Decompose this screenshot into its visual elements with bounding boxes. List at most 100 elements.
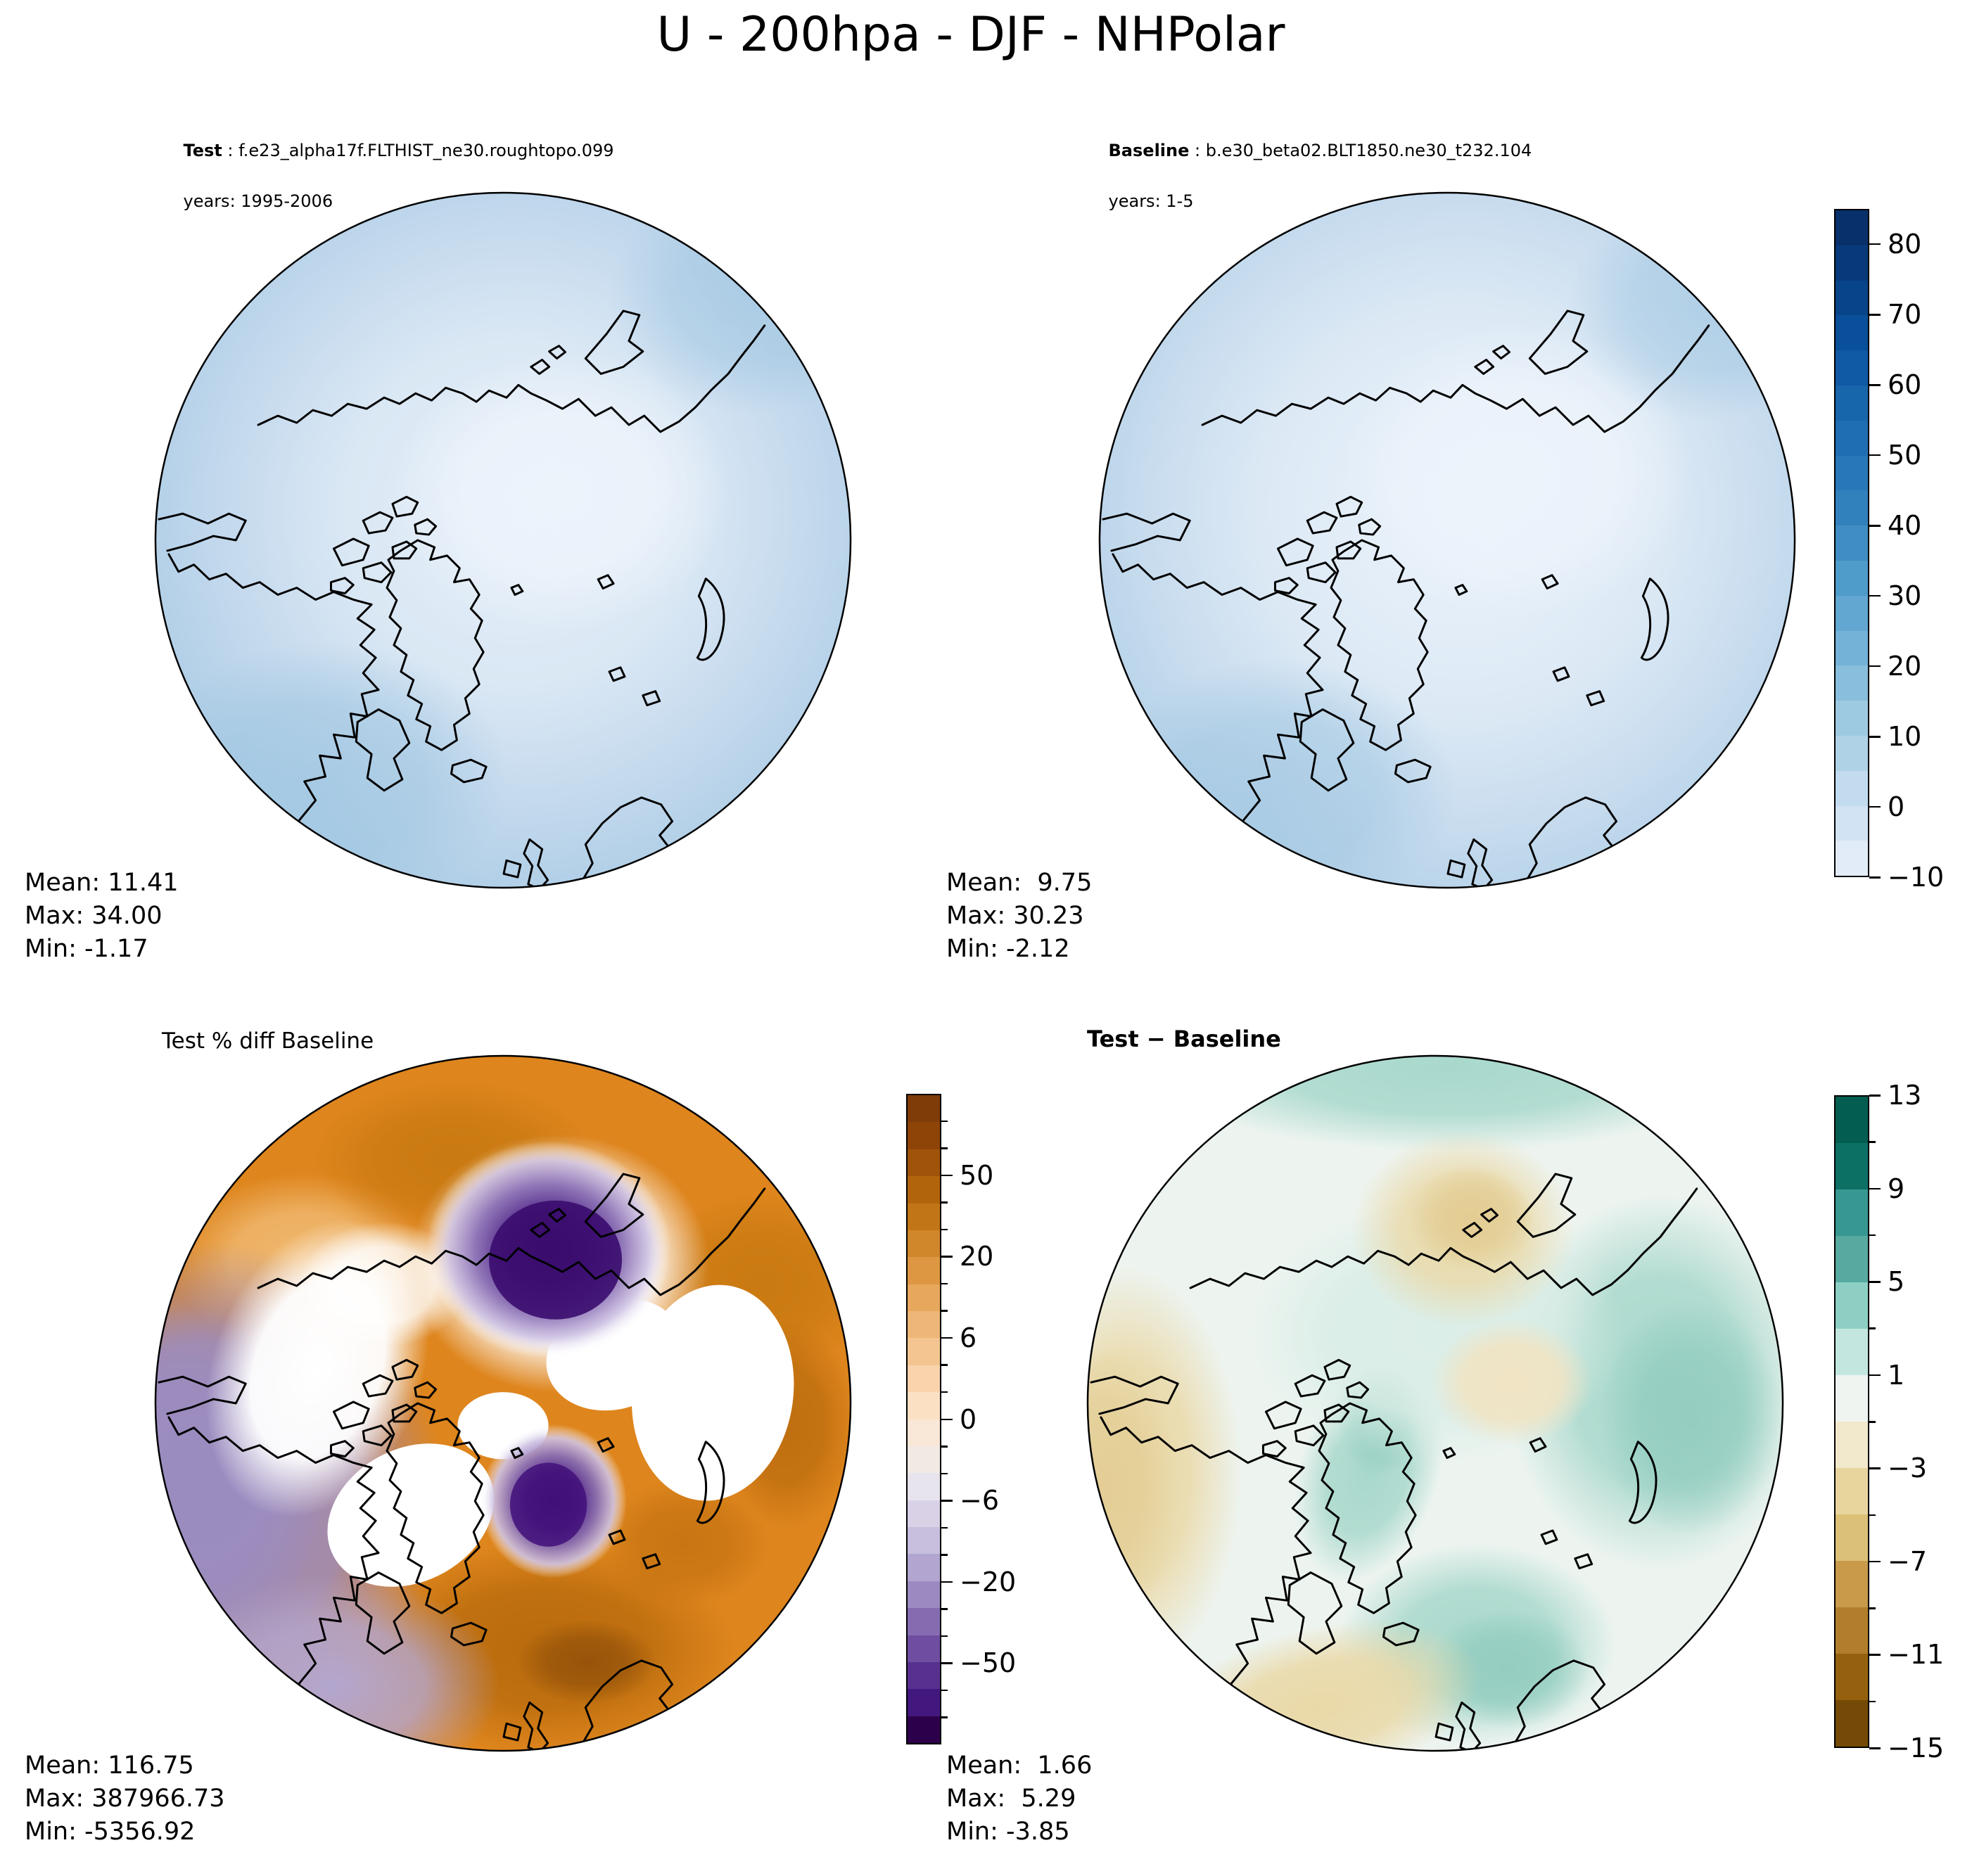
colorbar-minor-tick — [941, 1147, 948, 1149]
colorbar-segment — [908, 1203, 940, 1230]
colorbar-segment — [908, 1527, 940, 1555]
colorbar-tick-label: 0 — [1888, 791, 1905, 822]
colorbar-tick — [941, 1336, 953, 1339]
colorbar-segment — [908, 1581, 940, 1609]
colorbar-segment — [908, 1392, 940, 1419]
colorbar-segment — [1836, 315, 1868, 351]
colorbar-tick — [941, 1418, 953, 1420]
colorbar-tick-label: 6 — [960, 1322, 977, 1353]
test-min: Min: -1.17 — [25, 935, 148, 963]
colorbar-main: 80 70 60 50 40 30 20 10 0 −10 — [1834, 209, 1944, 893]
colorbar-tick-label: −50 — [960, 1647, 1017, 1679]
colorbar-minor-tick — [941, 1391, 948, 1393]
colorbar-tick — [1869, 1747, 1881, 1749]
colorbar-tick — [1869, 594, 1881, 597]
colorbar-segment — [908, 1689, 940, 1716]
colorbar-segment — [908, 1716, 940, 1743]
colorbar-segment — [1836, 1561, 1868, 1607]
colorbar-minor-tick — [941, 1282, 948, 1285]
colorbar-tick-label: −15 — [1888, 1733, 1945, 1763]
colorbar-gradient — [1834, 209, 1869, 877]
colorbar-segment — [908, 1176, 940, 1204]
colorbar-segment — [1836, 770, 1868, 806]
colorbar-tick — [1869, 1187, 1881, 1190]
colorbar-segment — [1836, 1329, 1868, 1375]
colorbar-segment — [1836, 1607, 1868, 1654]
colorbar-minor-tick — [1869, 1421, 1876, 1423]
colorbar-tick-label: 9 — [1888, 1173, 1905, 1204]
colorbar-tick — [1869, 1467, 1881, 1469]
colorbar-tick-label: −6 — [960, 1485, 1000, 1517]
colorbar-tick-label: 1 — [1888, 1359, 1905, 1391]
colorbar-tick — [1869, 243, 1881, 245]
diff-mean: Mean: 1.66 — [946, 1751, 1093, 1780]
colorbar-tick-label: −7 — [1888, 1545, 1928, 1577]
colorbar-segment — [1836, 1654, 1868, 1700]
map-pct-diff — [154, 1054, 852, 1752]
test-case-years: years: 1995-2006 — [183, 191, 333, 211]
colorbar-minor-tick — [941, 1228, 948, 1231]
colorbar-tick-label: 0 — [960, 1403, 977, 1435]
baseline-case-header: Baseline : b.e30_beta02.BLT1850.ne30_t23… — [1087, 113, 1532, 239]
colorbar-tick — [1869, 1374, 1881, 1377]
baseline-case-name: Baseline — [1108, 141, 1190, 160]
colorbar-tick — [1869, 736, 1881, 738]
colorbar-minor-tick — [941, 1689, 948, 1692]
pct-diff-min: Min: -5356.92 — [25, 1818, 196, 1846]
colorbar-segment — [1836, 280, 1868, 316]
colorbar-tick-label: 30 — [1888, 580, 1922, 611]
test-case-name: Test — [183, 141, 222, 160]
colorbar-minor-tick — [1869, 1234, 1876, 1237]
colorbar-segment — [1836, 1282, 1868, 1329]
colorbar-tick-label: 20 — [960, 1241, 994, 1272]
colorbar-segment — [1836, 490, 1868, 526]
colorbar-tick — [941, 1581, 953, 1583]
pct-diff-mean: Mean: 116.75 — [25, 1751, 194, 1780]
map-baseline — [1098, 191, 1796, 889]
test-mean: Mean: 11.41 — [25, 869, 179, 897]
colorbar-tick-label: 80 — [1888, 228, 1922, 260]
baseline-max: Max: 30.23 — [946, 902, 1084, 930]
colorbar-segment — [1836, 1422, 1868, 1468]
colorbar-segment — [908, 1311, 940, 1339]
baseline-min: Min: -2.12 — [946, 935, 1070, 963]
colorbar-tick-label: −11 — [1888, 1639, 1945, 1671]
colorbar-minor-tick — [941, 1472, 948, 1475]
baseline-field — [1099, 192, 1795, 888]
colorbar-segment — [908, 1365, 940, 1393]
map-test — [154, 191, 852, 889]
colorbar-tick — [1869, 1095, 1881, 1097]
colorbar-tick — [941, 1174, 953, 1177]
colorbar-gradient — [1834, 1095, 1869, 1748]
colorbar-segment — [1836, 350, 1868, 385]
colorbar-segment — [908, 1230, 940, 1258]
colorbar-segment — [1836, 1097, 1868, 1143]
colorbar-segment — [908, 1419, 940, 1446]
colorbar-tick-label: −10 — [1888, 862, 1945, 893]
colorbar-segment — [908, 1446, 940, 1474]
colorbar-tick-label: 10 — [1888, 721, 1922, 753]
colorbar-tick-label: 50 — [1888, 439, 1922, 471]
colorbar-segment — [1836, 630, 1868, 666]
colorbar-segment — [908, 1122, 940, 1149]
test-stats: Mean: 11.41 Max: 34.00 Min: -1.17 — [25, 867, 178, 966]
colorbar-tick — [941, 1662, 953, 1664]
pct-diff-title: Test % diff Baseline — [162, 1028, 374, 1054]
map-border — [154, 191, 852, 889]
colorbar-tick — [1869, 525, 1881, 527]
test-case-id: : f.e23_alpha17f.FLTHIST_ne30.roughtopo.… — [222, 141, 614, 160]
colorbar-tick-label: 13 — [1888, 1080, 1922, 1111]
colorbar-segment — [908, 1554, 940, 1581]
colorbar-tick — [1869, 384, 1881, 386]
colorbar-pct-diff: 50 20 6 0 −6 −20 −50 — [906, 1094, 1016, 1744]
colorbar-tick-label: 40 — [1888, 510, 1922, 541]
pct-diff-stats: Mean: 116.75 Max: 387966.73 Min: -5356.92 — [25, 1749, 225, 1849]
colorbar-segment — [1836, 455, 1868, 491]
colorbar-tick — [1869, 1560, 1881, 1563]
colorbar-segment — [1836, 665, 1868, 701]
colorbar-minor-tick — [941, 1120, 948, 1123]
colorbar-tick-label: 50 — [960, 1159, 994, 1191]
colorbar-segment — [908, 1661, 940, 1690]
baseline-case-id: : b.e30_beta02.BLT1850.ne30_t232.104 — [1189, 141, 1532, 160]
map-border — [1086, 1054, 1784, 1752]
